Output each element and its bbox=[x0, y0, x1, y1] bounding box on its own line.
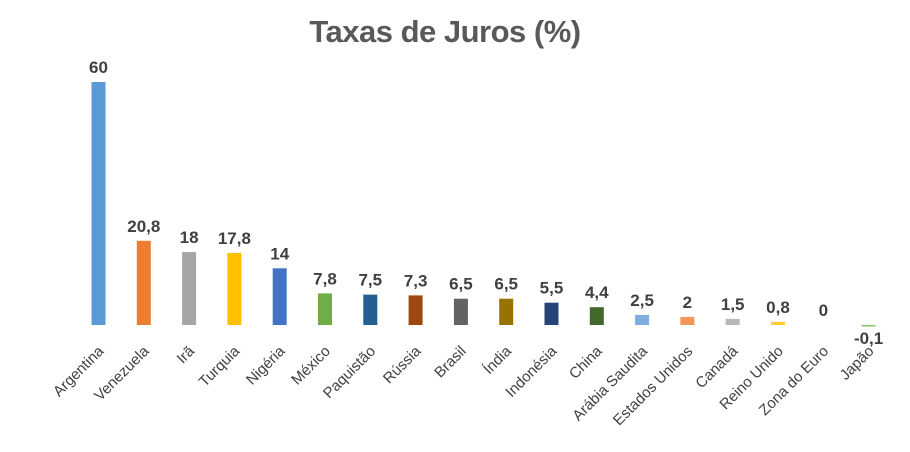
category-label-11: China bbox=[566, 342, 606, 382]
value-label-9: 6,5 bbox=[494, 275, 518, 294]
category-label-3: Turquia bbox=[196, 342, 244, 390]
value-labels-group: 60 20,8 18 17,8 14 7,8 7,5 7,3 6,5 6,5 5,5 4,4 2,5 2 1… bbox=[89, 58, 883, 348]
value-label-0: 60 bbox=[89, 58, 108, 77]
value-label-17: -0,1 bbox=[854, 329, 883, 348]
bar-1 bbox=[136, 240, 151, 325]
value-label-5: 7,8 bbox=[313, 269, 337, 288]
bar-3 bbox=[227, 252, 242, 325]
category-label-2: Irã bbox=[174, 342, 199, 367]
bar-7 bbox=[408, 295, 423, 325]
value-label-13: 2 bbox=[683, 293, 692, 312]
bar-5 bbox=[318, 293, 332, 325]
bar-0 bbox=[91, 82, 106, 325]
bar-2 bbox=[182, 252, 197, 325]
bar-6 bbox=[363, 294, 378, 325]
value-label-6: 7,5 bbox=[358, 271, 382, 290]
bar-17 bbox=[861, 325, 876, 327]
value-label-7: 7,3 bbox=[404, 271, 428, 290]
value-label-15: 0,8 bbox=[766, 298, 790, 317]
value-label-3: 17,8 bbox=[218, 229, 251, 248]
category-label-13: Estados Unidos bbox=[610, 343, 696, 429]
chart-title: Taxas de Juros (%) bbox=[309, 14, 581, 49]
value-label-14: 1,5 bbox=[721, 295, 745, 314]
bar-13 bbox=[680, 316, 695, 325]
category-label-9: Índia bbox=[480, 342, 515, 377]
value-label-12: 2,5 bbox=[630, 291, 654, 310]
bars-group bbox=[91, 82, 876, 327]
bar-10 bbox=[544, 302, 559, 325]
bar-8 bbox=[453, 298, 468, 325]
category-label-8: Brasil bbox=[431, 343, 470, 382]
category-label-17: Japão bbox=[837, 343, 878, 384]
category-label-4: Nigéria bbox=[243, 342, 289, 388]
bar-9 bbox=[499, 298, 514, 325]
value-label-8: 6,5 bbox=[449, 275, 473, 294]
bar-4 bbox=[272, 268, 287, 325]
value-label-16: 0 bbox=[819, 301, 828, 320]
value-label-1: 20,8 bbox=[127, 217, 160, 236]
bar-11 bbox=[589, 307, 604, 325]
bar-14 bbox=[725, 318, 740, 325]
value-label-4: 14 bbox=[270, 244, 289, 263]
value-label-2: 18 bbox=[180, 228, 199, 247]
bar-15 bbox=[771, 321, 785, 325]
category-label-7: Rússia bbox=[380, 342, 425, 387]
value-label-10: 5,5 bbox=[540, 279, 564, 298]
value-label-11: 4,4 bbox=[585, 283, 609, 302]
bar-12 bbox=[635, 314, 650, 325]
